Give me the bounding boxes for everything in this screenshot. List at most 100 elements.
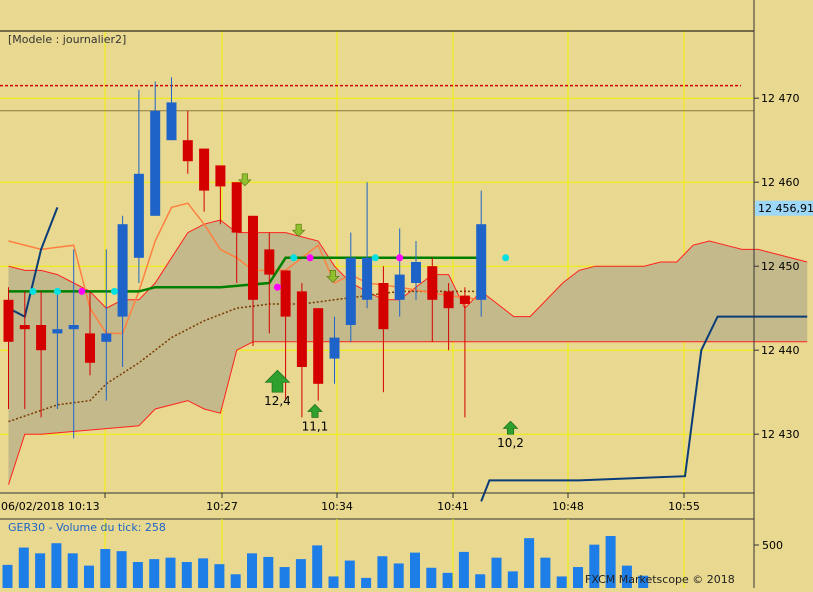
candle-body (394, 274, 405, 300)
candle (3, 287, 14, 409)
candle-body (248, 215, 258, 300)
candle (52, 291, 63, 409)
volume-tick-label: 500 (762, 539, 783, 552)
candle (264, 232, 275, 334)
candle (36, 291, 47, 418)
candle-body (362, 257, 373, 300)
volume-bar (475, 574, 486, 588)
volume-bar (84, 565, 94, 588)
cyan-marker (502, 254, 510, 262)
candle (133, 89, 144, 283)
signal-up-label: 11,1 (302, 419, 329, 433)
candle-body (19, 325, 30, 330)
candle-body (329, 337, 340, 359)
cloud-bottom-edge (8, 341, 808, 485)
time-tick-label: 10:48 (552, 500, 584, 513)
candle (329, 316, 340, 384)
time-tick-label: 10:41 (437, 500, 469, 513)
candle (248, 215, 258, 346)
candle (199, 148, 210, 212)
candle (313, 308, 324, 401)
volume-bar (491, 557, 502, 588)
candle (394, 228, 405, 317)
volume-bar (556, 576, 567, 588)
chikou-line (8, 290, 482, 423)
candle-body (36, 325, 47, 351)
volume-bar (377, 556, 388, 588)
candle (166, 77, 177, 141)
magenta-marker (396, 254, 404, 262)
candle (68, 249, 79, 439)
volume-title: GER30 - Volume du tick: 258 (8, 521, 166, 534)
time-tick-label: 10:34 (321, 500, 353, 513)
signal-up: 12,4 (264, 369, 291, 408)
signal-down-arrow (238, 173, 252, 187)
candle (101, 249, 112, 401)
magenta-marker (78, 287, 86, 295)
volume-bar (344, 560, 355, 588)
volume-bar (638, 575, 649, 588)
volume-bar (589, 544, 600, 588)
current-price-tag: 12 456,91 (755, 200, 813, 216)
volume-bar (442, 572, 453, 588)
copyright-footer: FXCM Marketscope © 2018 (585, 573, 735, 586)
volume-bar (328, 576, 339, 588)
signal-up-arrow (307, 403, 323, 418)
volume-bars (2, 536, 649, 588)
current-price-label: 12 456,91 (758, 202, 813, 215)
kijun-line (8, 256, 482, 293)
kijun-forward-line (480, 315, 808, 502)
candle-body (3, 299, 14, 342)
volume-bar (621, 565, 632, 588)
signal-up: 10,2 (497, 420, 524, 450)
candle-body (85, 333, 95, 363)
volume-bar (214, 564, 225, 588)
volume-bar (410, 552, 420, 588)
candle (117, 215, 128, 367)
candle (345, 232, 356, 342)
candle-body (459, 295, 470, 304)
candle-body (296, 291, 307, 367)
price-tick-label: 12 440 (761, 344, 800, 357)
candle (85, 291, 95, 376)
candle (215, 165, 226, 225)
candle-body (427, 266, 438, 300)
price-tick-label: 12 450 (761, 260, 800, 273)
volume-bar (18, 547, 29, 588)
volume-bar (312, 545, 323, 588)
candle-body (182, 140, 193, 162)
magenta-marker (273, 283, 281, 291)
volume-bar (263, 556, 274, 588)
signal-up-label: 12,4 (264, 394, 291, 408)
volume-bar (100, 549, 111, 588)
volume-bar (573, 567, 583, 588)
candle (296, 283, 307, 418)
candle (150, 81, 161, 216)
volume-bar (116, 551, 127, 588)
candle (476, 190, 487, 317)
candle-body (313, 308, 324, 384)
candle (427, 257, 438, 342)
volume-bar (165, 557, 176, 588)
markers (29, 254, 510, 295)
candle-body (150, 110, 161, 216)
tenkan-line (8, 202, 482, 335)
candle (459, 287, 470, 418)
fast-line (8, 207, 59, 319)
volume-bar (247, 553, 257, 588)
time-tick-label: 10:55 (668, 500, 700, 513)
volume-bar (35, 553, 46, 588)
candle (182, 110, 193, 174)
volume-bar (361, 577, 372, 588)
candle-body (443, 291, 454, 309)
volume-bar (458, 551, 469, 588)
model-label: [Modele : journalier2] (8, 33, 126, 46)
candle-body (133, 173, 144, 258)
candle-body (52, 329, 63, 334)
candle (231, 182, 242, 283)
volume-bar (605, 536, 616, 588)
volume-bar (198, 558, 209, 588)
cyan-marker (371, 254, 379, 262)
time-tick-label: 06/02/2018 10:13 (1, 500, 100, 513)
